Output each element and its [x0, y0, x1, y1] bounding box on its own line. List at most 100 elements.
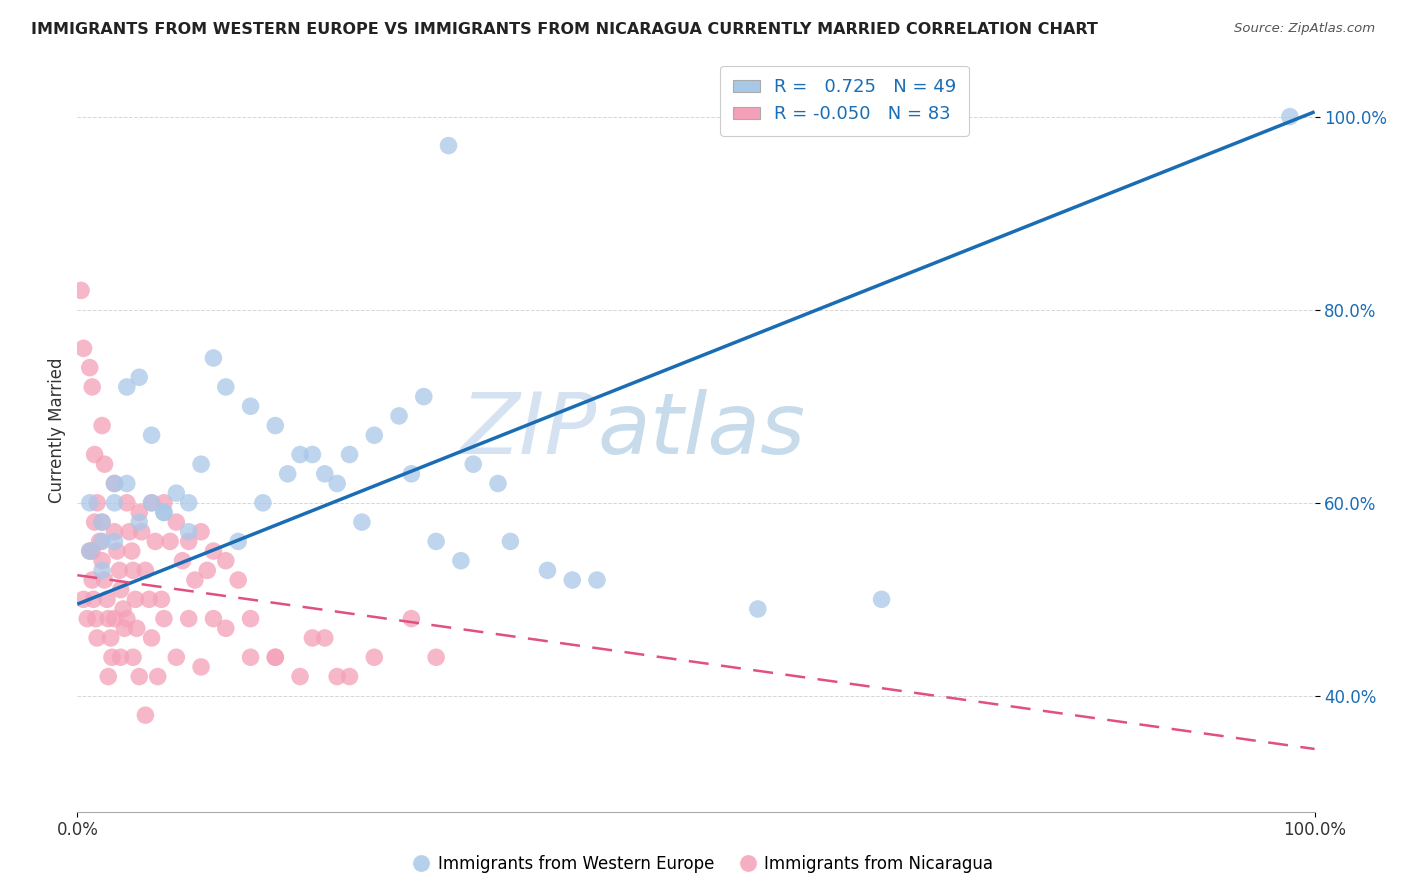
Point — [202, 351, 225, 365]
Point — [425, 534, 447, 549]
Point — [138, 592, 160, 607]
Point — [96, 592, 118, 607]
Point — [79, 544, 101, 558]
Point — [97, 669, 120, 683]
Point — [101, 650, 124, 665]
Point — [165, 515, 187, 529]
Point — [177, 534, 200, 549]
Point — [103, 476, 125, 491]
Point — [190, 524, 212, 539]
Point — [226, 573, 249, 587]
Point — [91, 418, 114, 433]
Point — [115, 476, 138, 491]
Point — [363, 428, 385, 442]
Point — [82, 573, 104, 587]
Point — [82, 592, 104, 607]
Text: ZIP: ZIP — [461, 389, 598, 472]
Point — [79, 360, 101, 375]
Point — [288, 448, 311, 462]
Point — [215, 380, 238, 394]
Point — [339, 669, 361, 683]
Point — [314, 467, 336, 481]
Point — [72, 592, 94, 607]
Text: atlas: atlas — [598, 389, 806, 472]
Point — [277, 467, 299, 481]
Point — [82, 380, 104, 394]
Point — [536, 563, 558, 577]
Point — [301, 448, 323, 462]
Point — [363, 650, 385, 665]
Point — [143, 534, 166, 549]
Point — [239, 399, 262, 413]
Point — [264, 650, 287, 665]
Point — [97, 612, 120, 626]
Point — [401, 467, 423, 481]
Point — [215, 621, 238, 635]
Point — [252, 496, 274, 510]
Point — [125, 621, 148, 635]
Point — [86, 631, 108, 645]
Point — [72, 342, 94, 356]
Point — [150, 592, 173, 607]
Point — [159, 534, 181, 549]
Legend: R =   0.725   N = 49, R = -0.050   N = 83: R = 0.725 N = 49, R = -0.050 N = 83 — [720, 66, 969, 136]
Point — [486, 476, 509, 491]
Point — [388, 409, 411, 423]
Point — [134, 708, 156, 723]
Point — [450, 554, 472, 568]
Point — [326, 476, 349, 491]
Point — [103, 534, 125, 549]
Point — [437, 138, 460, 153]
Point — [128, 370, 150, 384]
Point — [118, 524, 141, 539]
Point — [326, 669, 349, 683]
Point — [103, 496, 125, 510]
Point — [115, 496, 138, 510]
Point — [264, 418, 287, 433]
Point — [110, 582, 132, 597]
Point — [288, 669, 311, 683]
Point — [561, 573, 583, 587]
Point — [91, 563, 114, 577]
Point — [172, 554, 194, 568]
Point — [131, 524, 153, 539]
Point — [141, 428, 163, 442]
Point — [93, 573, 115, 587]
Point — [1278, 110, 1301, 124]
Point — [112, 621, 135, 635]
Point — [70, 284, 93, 298]
Point — [93, 457, 115, 471]
Point — [239, 612, 262, 626]
Point — [134, 563, 156, 577]
Point — [82, 544, 104, 558]
Point — [141, 631, 163, 645]
Point — [103, 612, 125, 626]
Point — [91, 515, 114, 529]
Y-axis label: Currently Married: Currently Married — [48, 358, 66, 503]
Point — [165, 486, 187, 500]
Point — [177, 524, 200, 539]
Point — [153, 505, 176, 519]
Point — [264, 650, 287, 665]
Text: IMMIGRANTS FROM WESTERN EUROPE VS IMMIGRANTS FROM NICARAGUA CURRENTLY MARRIED CO: IMMIGRANTS FROM WESTERN EUROPE VS IMMIGR… — [31, 22, 1098, 37]
Text: Source: ZipAtlas.com: Source: ZipAtlas.com — [1234, 22, 1375, 36]
Point — [586, 573, 609, 587]
Point — [91, 534, 114, 549]
Point — [215, 554, 238, 568]
Point — [103, 476, 125, 491]
Point — [184, 573, 207, 587]
Point — [165, 650, 187, 665]
Point — [128, 669, 150, 683]
Point — [177, 612, 200, 626]
Point — [141, 496, 163, 510]
Point — [76, 612, 98, 626]
Point — [153, 496, 176, 510]
Point — [141, 496, 163, 510]
Point — [89, 534, 111, 549]
Point — [128, 515, 150, 529]
Point — [425, 650, 447, 665]
Point — [190, 457, 212, 471]
Point — [124, 592, 146, 607]
Point — [83, 448, 105, 462]
Point — [108, 563, 131, 577]
